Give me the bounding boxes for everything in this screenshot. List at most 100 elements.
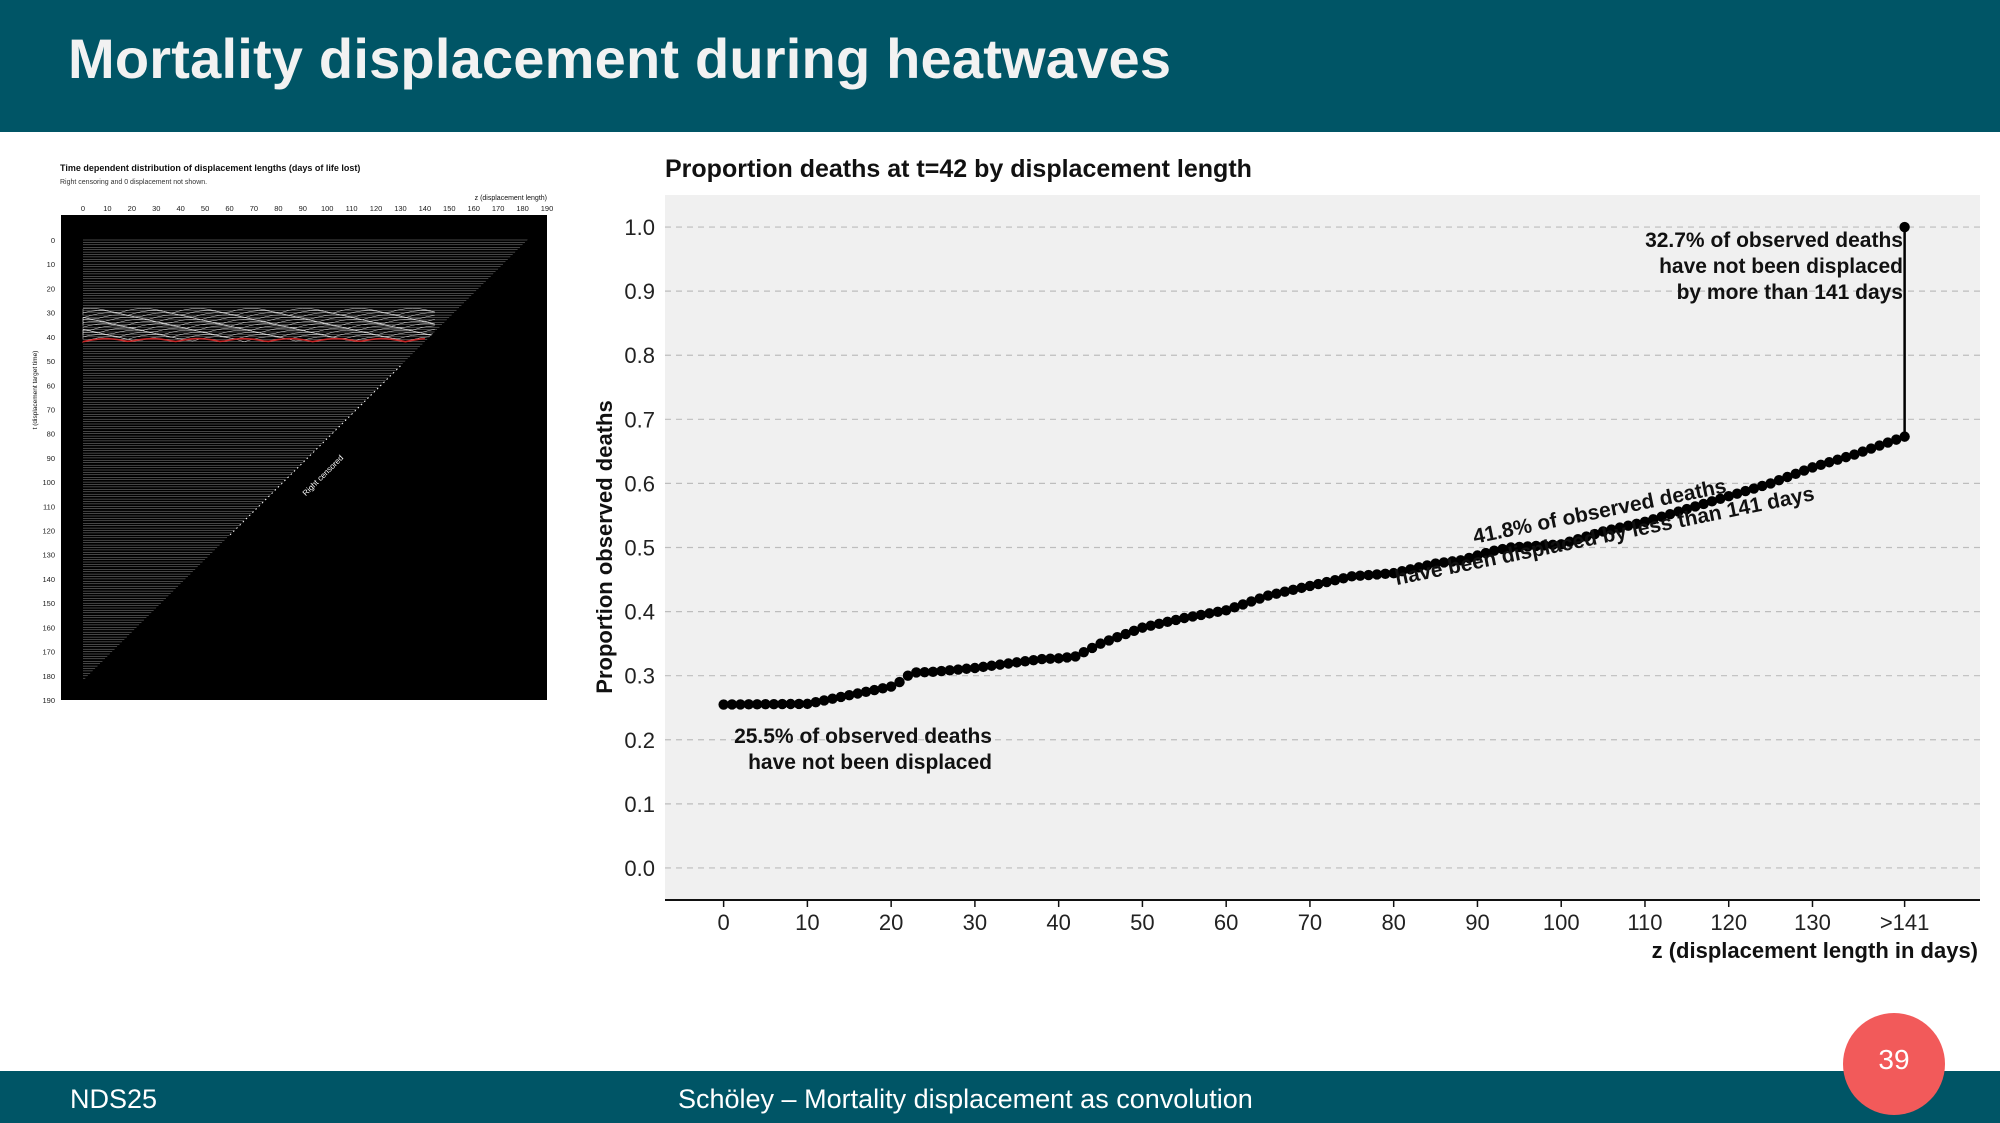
data-point [1556,539,1567,550]
data-point [835,691,847,703]
data-point [1447,556,1458,567]
y-tick-label: 0.1 [624,792,655,817]
data-point [1514,541,1525,553]
x-tick-label: 130 [1794,910,1831,935]
data-point [1204,608,1215,619]
data-point [1480,547,1492,559]
thumb-x-tick: 180 [516,204,529,213]
data-point [735,699,746,710]
thumb-subtitle: Right censoring and 0 displacement not s… [60,179,207,186]
data-point [1346,571,1358,582]
data-point [1371,569,1383,580]
data-point [1421,560,1433,571]
data-point [852,688,863,699]
data-point [1011,657,1022,668]
thumb-x-tick: 120 [370,204,383,213]
annotation-not-displaced: 25.5% of observed deaths have not been di… [734,725,992,774]
y-tick-label: 0.7 [624,407,655,432]
data-point [1430,558,1441,569]
thumb-y-tick: 70 [47,405,55,414]
data-point [1279,586,1291,597]
annotation-line: have not been displaced [1659,255,1903,278]
data-point [1824,457,1835,468]
data-point [911,667,922,678]
x-axis-label: z (displacement length in days) [1652,938,1978,963]
data-point [1882,437,1894,448]
x-tick-label: 70 [1298,910,1322,935]
data-point [1162,616,1173,628]
data-point [802,698,813,710]
y-tick-label: 0.4 [624,600,655,625]
thumb-y-tick: 190 [42,696,55,705]
data-point [885,681,897,692]
thumb-y-tick: 0 [51,236,55,245]
thumb-y-tick: 20 [47,284,55,293]
data-point [869,684,880,696]
thumb-y-tick: 40 [47,333,55,342]
annotation-line: have not been displaced [748,751,992,774]
annotation-line: by more than 141 days [1677,281,1903,304]
data-point [1564,536,1575,547]
y-tick-label: 0.3 [624,664,655,689]
data-point [1865,443,1877,454]
data-point [1338,573,1349,584]
data-point [1832,454,1843,465]
x-tick-label: 100 [1543,910,1580,935]
data-point [1757,480,1768,492]
data-point [1296,582,1307,594]
data-point [1706,496,1718,507]
data-point [1380,568,1391,579]
thumb-x-tick: 60 [225,204,233,213]
data-point [1857,446,1868,457]
data-point [1036,653,1048,665]
thumb-y-tick: 50 [47,357,55,366]
thumb-y-tick: 140 [42,575,55,584]
data-point [1103,635,1115,646]
x-tick-label: 50 [1130,910,1154,935]
x-tick-label: 40 [1046,910,1070,935]
data-point [1070,651,1081,662]
data-point [1153,618,1165,629]
data-point [1606,524,1617,535]
thumb-y-tick: 90 [47,454,55,463]
slide-footer [0,1071,2000,1123]
x-tick-label: 120 [1710,910,1747,935]
data-point [1019,656,1031,667]
data-point [1681,503,1693,515]
data-point [1589,528,1600,540]
y-tick-label: 1.0 [624,215,655,240]
data-point [1120,628,1131,640]
y-tick-label: 0.0 [624,856,655,881]
data-point-final [1899,221,1910,233]
data-point [1530,540,1542,552]
data-point [827,693,838,704]
data-point [1505,542,1517,553]
data-point [1179,612,1190,624]
thumb-x-tick: 50 [201,204,209,213]
data-point [1045,653,1056,664]
data-point [1438,557,1450,568]
data-point [1765,478,1776,489]
thumb-x-tick: 140 [419,204,432,213]
thumb-x-tick: 170 [492,204,505,213]
data-point [726,699,738,710]
data-point [1388,567,1399,579]
x-tick-label: 0 [718,910,730,935]
data-point [1028,654,1039,666]
data-point [768,698,780,710]
thumb-x-tick: 90 [299,204,307,213]
data-point [1698,498,1709,510]
data-point [994,659,1006,670]
thumb-y-tick: 80 [47,430,55,439]
thumb-x-tick: 100 [321,204,334,213]
data-point [927,666,939,678]
thumb-y-tick: 180 [42,672,55,681]
data-point [1396,566,1408,577]
thumb-highlight-curve [82,337,425,343]
data-point [1723,491,1734,502]
data-point [1195,609,1207,621]
thumb-y-tick: 160 [42,623,55,632]
data-point [1899,431,1910,442]
thumb-x-tick: 130 [394,204,407,213]
data-point [1497,543,1508,555]
